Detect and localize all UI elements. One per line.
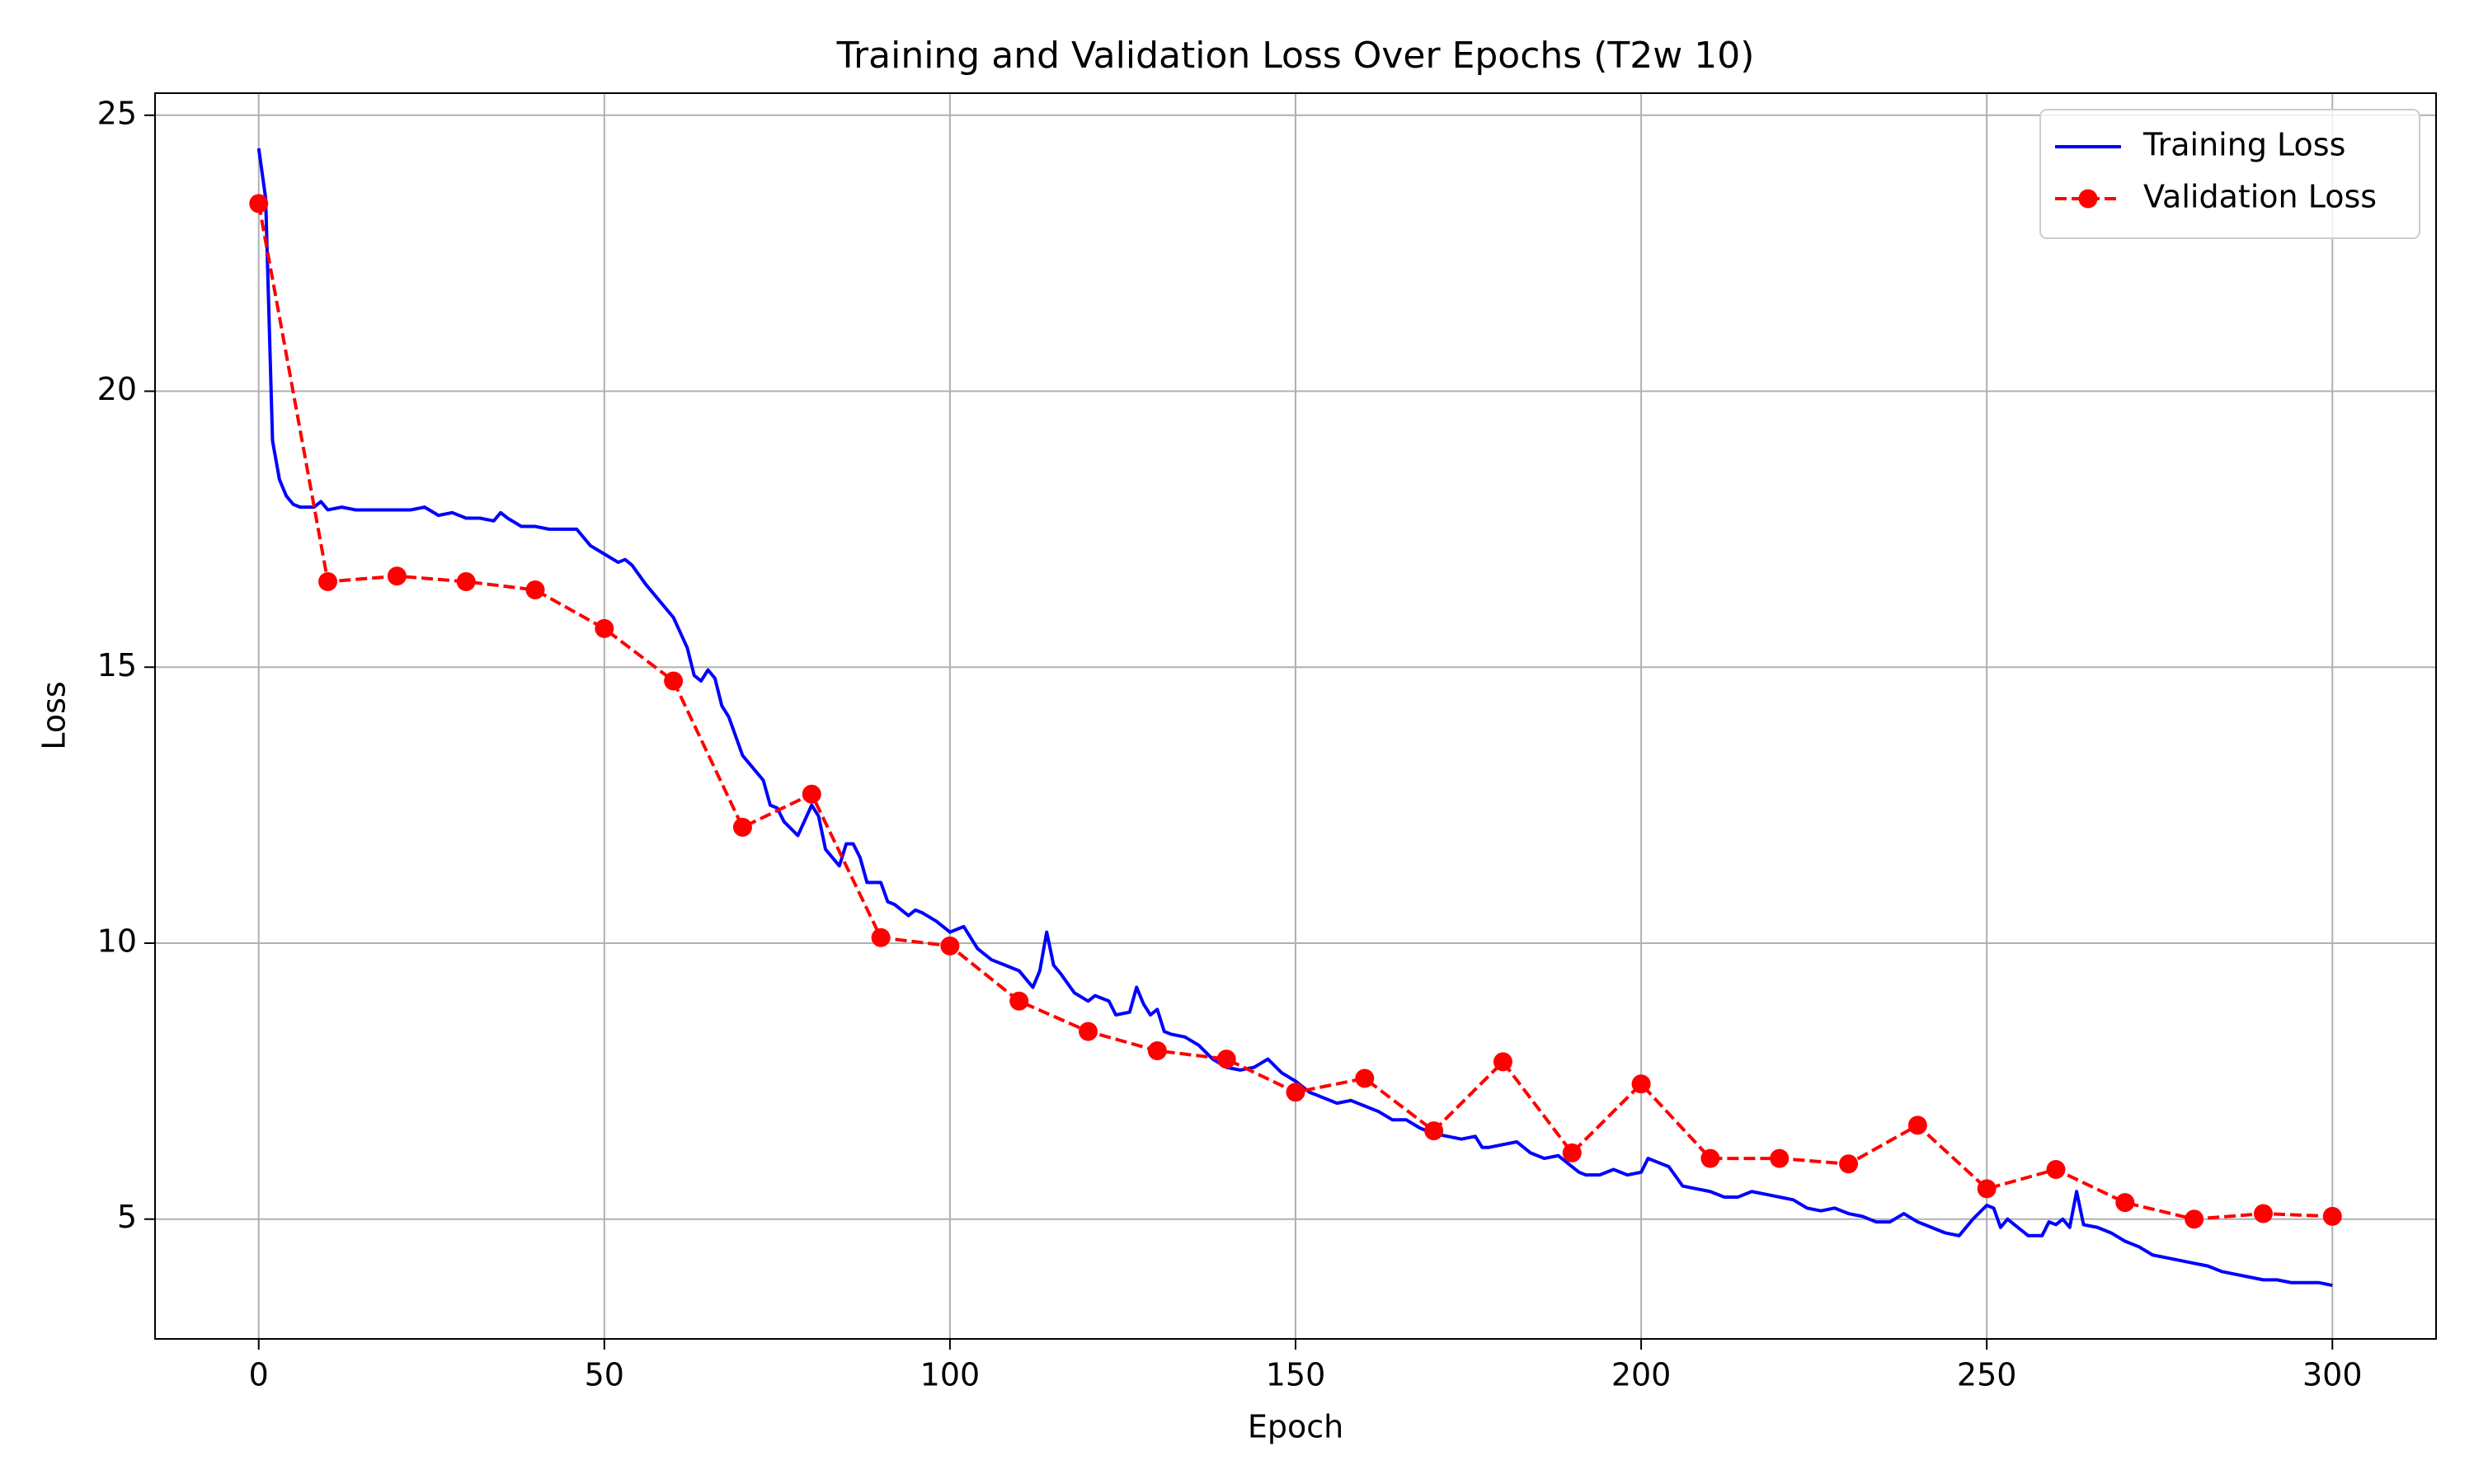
data-point <box>595 618 614 638</box>
data-point <box>1770 1148 1790 1168</box>
legend-box <box>2039 109 2420 239</box>
y-axis-label: Loss <box>36 681 73 749</box>
data-point <box>1700 1148 1720 1168</box>
y-tick-label: 25 <box>97 95 137 131</box>
y-tick-label: 5 <box>117 1199 137 1235</box>
data-point <box>2115 1193 2135 1213</box>
data-point <box>732 817 752 837</box>
data-point <box>664 671 684 691</box>
data-point <box>1907 1115 1927 1135</box>
x-tick-label: 300 <box>2302 1357 2363 1393</box>
data-point <box>387 566 407 586</box>
x-tick-label: 150 <box>1266 1357 1326 1393</box>
data-point <box>525 580 545 600</box>
data-point <box>2322 1206 2342 1226</box>
y-tick-label: 20 <box>97 371 137 407</box>
data-point <box>940 936 960 956</box>
data-point <box>318 571 338 591</box>
legend-marker <box>2078 189 2098 209</box>
data-point <box>2046 1159 2066 1179</box>
data-point <box>2185 1209 2204 1229</box>
legend-label: Training Loss <box>2142 127 2345 163</box>
data-point <box>871 928 891 947</box>
y-tick-label: 15 <box>97 647 137 683</box>
data-point <box>1839 1154 1859 1174</box>
x-tick-label: 200 <box>1611 1357 1672 1393</box>
x-tick-label: 250 <box>1957 1357 2017 1393</box>
x-tick-label: 0 <box>249 1357 269 1393</box>
data-point <box>1355 1068 1375 1088</box>
data-point <box>1009 991 1029 1011</box>
data-point <box>249 194 269 214</box>
plot-frame <box>154 92 2437 1340</box>
data-point <box>2253 1204 2273 1223</box>
data-point <box>1562 1143 1582 1162</box>
data-point <box>456 571 476 591</box>
data-point <box>1977 1179 1997 1199</box>
data-point <box>1286 1082 1305 1102</box>
series-line <box>256 148 2333 1288</box>
data-point <box>802 784 821 804</box>
data-point <box>1216 1050 1236 1069</box>
data-point <box>1147 1041 1167 1061</box>
x-tick-label: 100 <box>920 1357 981 1393</box>
data-point <box>1424 1121 1444 1141</box>
data-point <box>1079 1021 1098 1041</box>
data-point <box>1631 1074 1651 1094</box>
chart-title: Training and Validation Loss Over Epochs… <box>836 35 1755 77</box>
x-tick-label: 50 <box>585 1357 624 1393</box>
y-tick-label: 10 <box>97 923 137 959</box>
x-axis-label: Epoch <box>1248 1409 1343 1445</box>
data-point <box>1493 1052 1512 1072</box>
legend-label: Validation Loss <box>2143 179 2377 215</box>
